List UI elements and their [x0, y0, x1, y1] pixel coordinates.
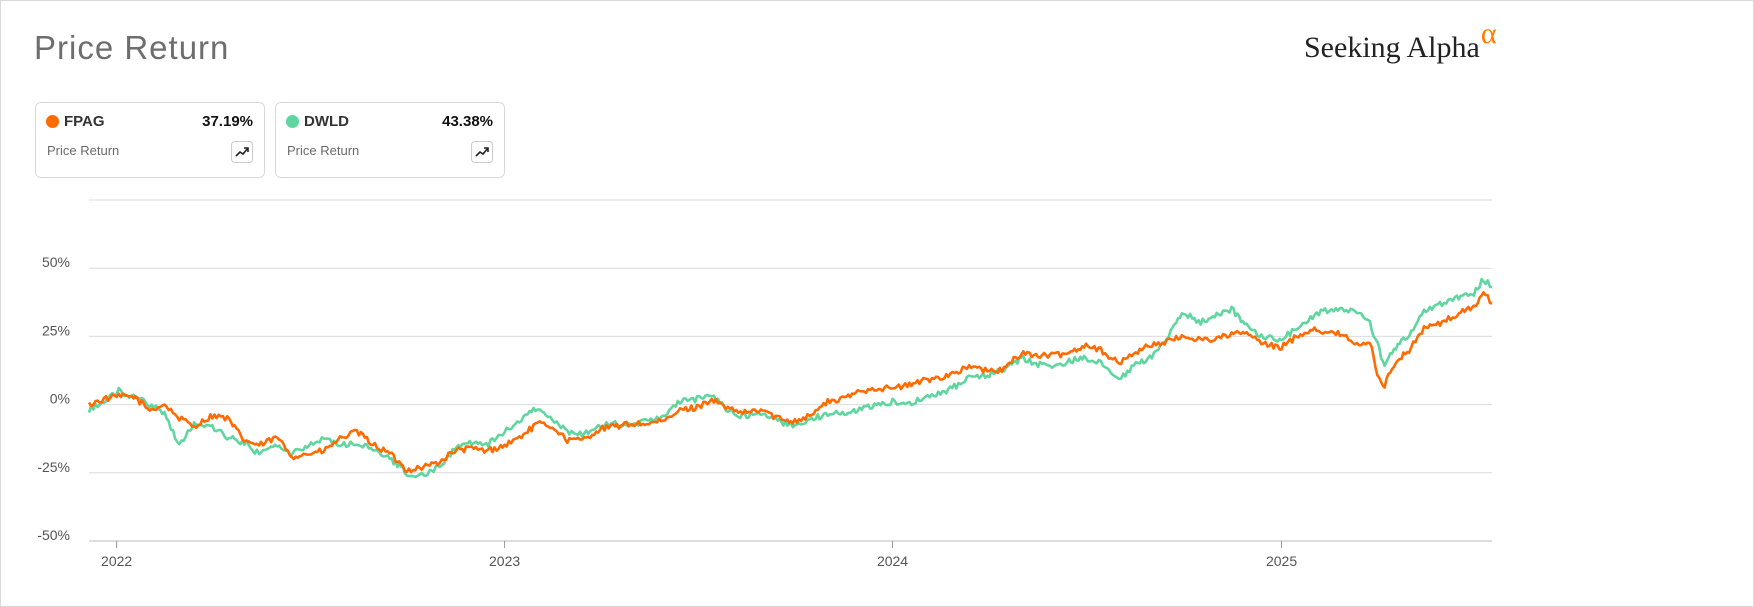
series-line-dwld[interactable] — [87, 277, 1493, 479]
series-color-dot-icon — [286, 115, 299, 128]
return-value: 37.19% — [202, 113, 253, 130]
x-tick-label: 2022 — [101, 553, 132, 569]
alpha-logo-icon: α — [1480, 17, 1497, 50]
metric-label: Price Return — [47, 143, 120, 158]
series-color-dot-icon — [46, 115, 59, 128]
trend-up-icon[interactable] — [231, 141, 253, 163]
ticker-label: FPAG — [64, 113, 105, 130]
x-tick-label: 2023 — [489, 553, 520, 569]
legend-card-dwld[interactable]: DWLD 43.38% Price Return — [275, 102, 505, 178]
metric-label: Price Return — [287, 143, 360, 158]
x-tick-label: 2025 — [1266, 553, 1297, 569]
seeking-alpha-logo[interactable]: Seeking Alphaα — [1304, 17, 1497, 65]
trend-up-icon-glyph — [235, 147, 249, 157]
x-tick-label: 2024 — [877, 553, 908, 569]
y-tick-label: 25% — [42, 322, 70, 338]
trend-up-icon[interactable] — [471, 141, 493, 163]
logo-text: Seeking Alpha — [1304, 31, 1480, 64]
page-title: Price Return — [34, 29, 230, 66]
legend-card-fpag[interactable]: FPAG 37.19% Price Return — [35, 102, 265, 178]
trend-up-icon-glyph — [475, 147, 489, 157]
return-value: 43.38% — [442, 113, 493, 130]
ticker-label: DWLD — [304, 113, 349, 130]
y-tick-label: 0% — [50, 391, 70, 407]
series-line-fpag[interactable] — [87, 291, 1493, 474]
y-tick-label: 50% — [42, 254, 70, 270]
y-tick-label: -50% — [37, 527, 70, 543]
y-tick-label: -25% — [37, 459, 70, 475]
